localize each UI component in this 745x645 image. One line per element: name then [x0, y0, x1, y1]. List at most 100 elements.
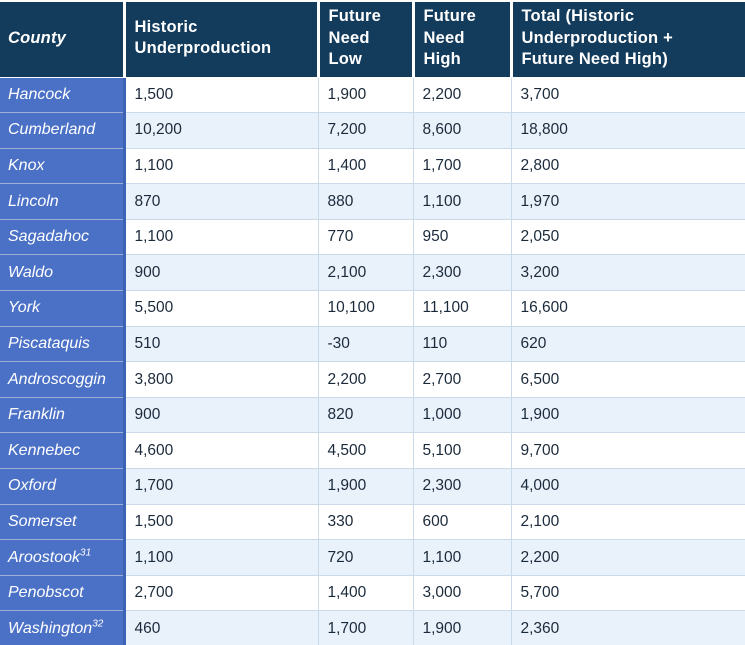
future-need-low-cell: 1,900: [318, 76, 414, 113]
historic-underproduction-cell: 1,700: [124, 468, 319, 505]
county-cell: Piscataquis: [0, 325, 126, 362]
county-cell: Knox: [0, 147, 126, 184]
column-header-total: Total (Historic Underproduction + Future…: [511, 0, 745, 78]
future-need-low-cell: 4,500: [318, 432, 414, 469]
table-row: Somerset 1,500 330 600 2,100: [0, 503, 745, 540]
county-name: Franklin: [8, 406, 65, 424]
historic-underproduction-cell: 1,100: [124, 218, 319, 255]
historic-underproduction-cell: 5,500: [124, 290, 319, 327]
historic-underproduction-cell: 4,600: [124, 432, 319, 469]
future-need-high-cell: 110: [413, 325, 512, 362]
historic-underproduction-cell: 510: [124, 325, 319, 362]
county-name: Oxford: [8, 477, 57, 495]
county-cell: Hancock: [0, 76, 126, 113]
future-need-low-cell: 1,400: [318, 574, 414, 611]
total-cell: 4,000: [511, 468, 745, 505]
future-need-high-cell: 1,100: [413, 183, 512, 220]
future-need-high-cell: 2,300: [413, 468, 512, 505]
historic-underproduction-cell: 1,100: [124, 539, 319, 576]
total-cell: 2,100: [511, 503, 745, 540]
future-need-high-cell: 11,100: [413, 290, 512, 327]
county-name: Waldo: [8, 263, 54, 281]
total-cell: 16,600: [511, 290, 745, 327]
historic-underproduction-cell: 900: [124, 254, 319, 291]
future-need-low-cell: 1,400: [318, 147, 414, 184]
county-cell: Waldo: [0, 254, 126, 291]
column-header-county: County: [0, 0, 126, 78]
future-need-low-cell: 330: [318, 503, 414, 540]
future-need-low-cell: 10,100: [318, 290, 414, 327]
total-cell: 1,970: [511, 183, 745, 220]
county-name: Washington: [8, 619, 93, 637]
historic-underproduction-cell: 1,500: [124, 76, 319, 113]
historic-underproduction-cell: 3,800: [124, 361, 319, 398]
table-row: Knox 1,100 1,400 1,700 2,800: [0, 147, 745, 184]
table-row: Aroostook31 1,100 720 1,100 2,200: [0, 539, 745, 576]
future-need-high-cell: 1,000: [413, 396, 512, 433]
future-need-low-cell: 7,200: [318, 112, 414, 149]
table-body: Hancock 1,500 1,900 2,200 3,700 Cumberla…: [0, 76, 745, 645]
table-row: Sagadahoc 1,100 770 950 2,050: [0, 218, 745, 255]
historic-underproduction-cell: 870: [124, 183, 319, 220]
county-name: Androscoggin: [8, 370, 106, 388]
future-need-high-cell: 2,200: [413, 76, 512, 113]
table-row: Androscoggin 3,800 2,200 2,700 6,500: [0, 361, 745, 398]
future-need-low-cell: 720: [318, 539, 414, 576]
table-row: Washington32 460 1,700 1,900 2,360: [0, 610, 745, 645]
total-cell: 2,050: [511, 218, 745, 255]
future-need-high-cell: 1,900: [413, 610, 512, 645]
future-need-low-cell: 1,700: [318, 610, 414, 645]
future-need-low-cell: 2,100: [318, 254, 414, 291]
table-row: Penobscot 2,700 1,400 3,000 5,700: [0, 574, 745, 611]
county-name: Somerset: [8, 512, 77, 530]
total-cell: 2,360: [511, 610, 745, 645]
total-cell: 3,700: [511, 76, 745, 113]
county-name: Penobscot: [8, 584, 84, 602]
column-header-historic-underproduction: Historic Underproduction: [124, 0, 320, 78]
total-cell: 3,200: [511, 254, 745, 291]
historic-underproduction-cell: 1,100: [124, 147, 319, 184]
county-cell: Aroostook31: [0, 539, 126, 576]
county-name: York: [8, 299, 41, 317]
column-header-future-need-low: Future Need Low: [318, 0, 415, 78]
county-name: Sagadahoc: [8, 228, 89, 246]
header-row: County Historic Underproduction Future N…: [0, 0, 745, 78]
county-cell: Oxford: [0, 468, 126, 505]
historic-underproduction-cell: 460: [124, 610, 319, 645]
county-cell: Penobscot: [0, 574, 126, 611]
county-footnote-marker: 31: [80, 547, 92, 559]
county-name: Lincoln: [8, 192, 59, 210]
table-row: Cumberland 10,200 7,200 8,600 18,800: [0, 112, 745, 149]
total-cell: 5,700: [511, 574, 745, 611]
future-need-low-cell: 1,900: [318, 468, 414, 505]
table-row: Franklin 900 820 1,000 1,900: [0, 396, 745, 433]
future-need-high-cell: 600: [413, 503, 512, 540]
county-cell: Sagadahoc: [0, 218, 126, 255]
future-need-low-cell: 880: [318, 183, 414, 220]
county-name: Knox: [8, 156, 45, 174]
county-cell: York: [0, 290, 126, 327]
total-cell: 620: [511, 325, 745, 362]
future-need-high-cell: 3,000: [413, 574, 512, 611]
county-cell: Franklin: [0, 396, 126, 433]
county-cell: Kennebec: [0, 432, 126, 469]
table-row: Waldo 900 2,100 2,300 3,200: [0, 254, 745, 291]
county-cell: Washington32: [0, 610, 126, 645]
total-cell: 2,200: [511, 539, 745, 576]
historic-underproduction-cell: 900: [124, 396, 319, 433]
future-need-high-cell: 2,300: [413, 254, 512, 291]
county-name: Kennebec: [8, 441, 81, 459]
county-footnote-marker: 32: [92, 618, 104, 630]
table-row: Lincoln 870 880 1,100 1,970: [0, 183, 745, 220]
future-need-high-cell: 5,100: [413, 432, 512, 469]
total-cell: 1,900: [511, 396, 745, 433]
county-cell: Androscoggin: [0, 361, 126, 398]
future-need-high-cell: 8,600: [413, 112, 512, 149]
county-cell: Somerset: [0, 503, 126, 540]
total-cell: 9,700: [511, 432, 745, 469]
future-need-high-cell: 1,100: [413, 539, 512, 576]
future-need-high-cell: 950: [413, 218, 512, 255]
county-cell: Cumberland: [0, 112, 126, 149]
